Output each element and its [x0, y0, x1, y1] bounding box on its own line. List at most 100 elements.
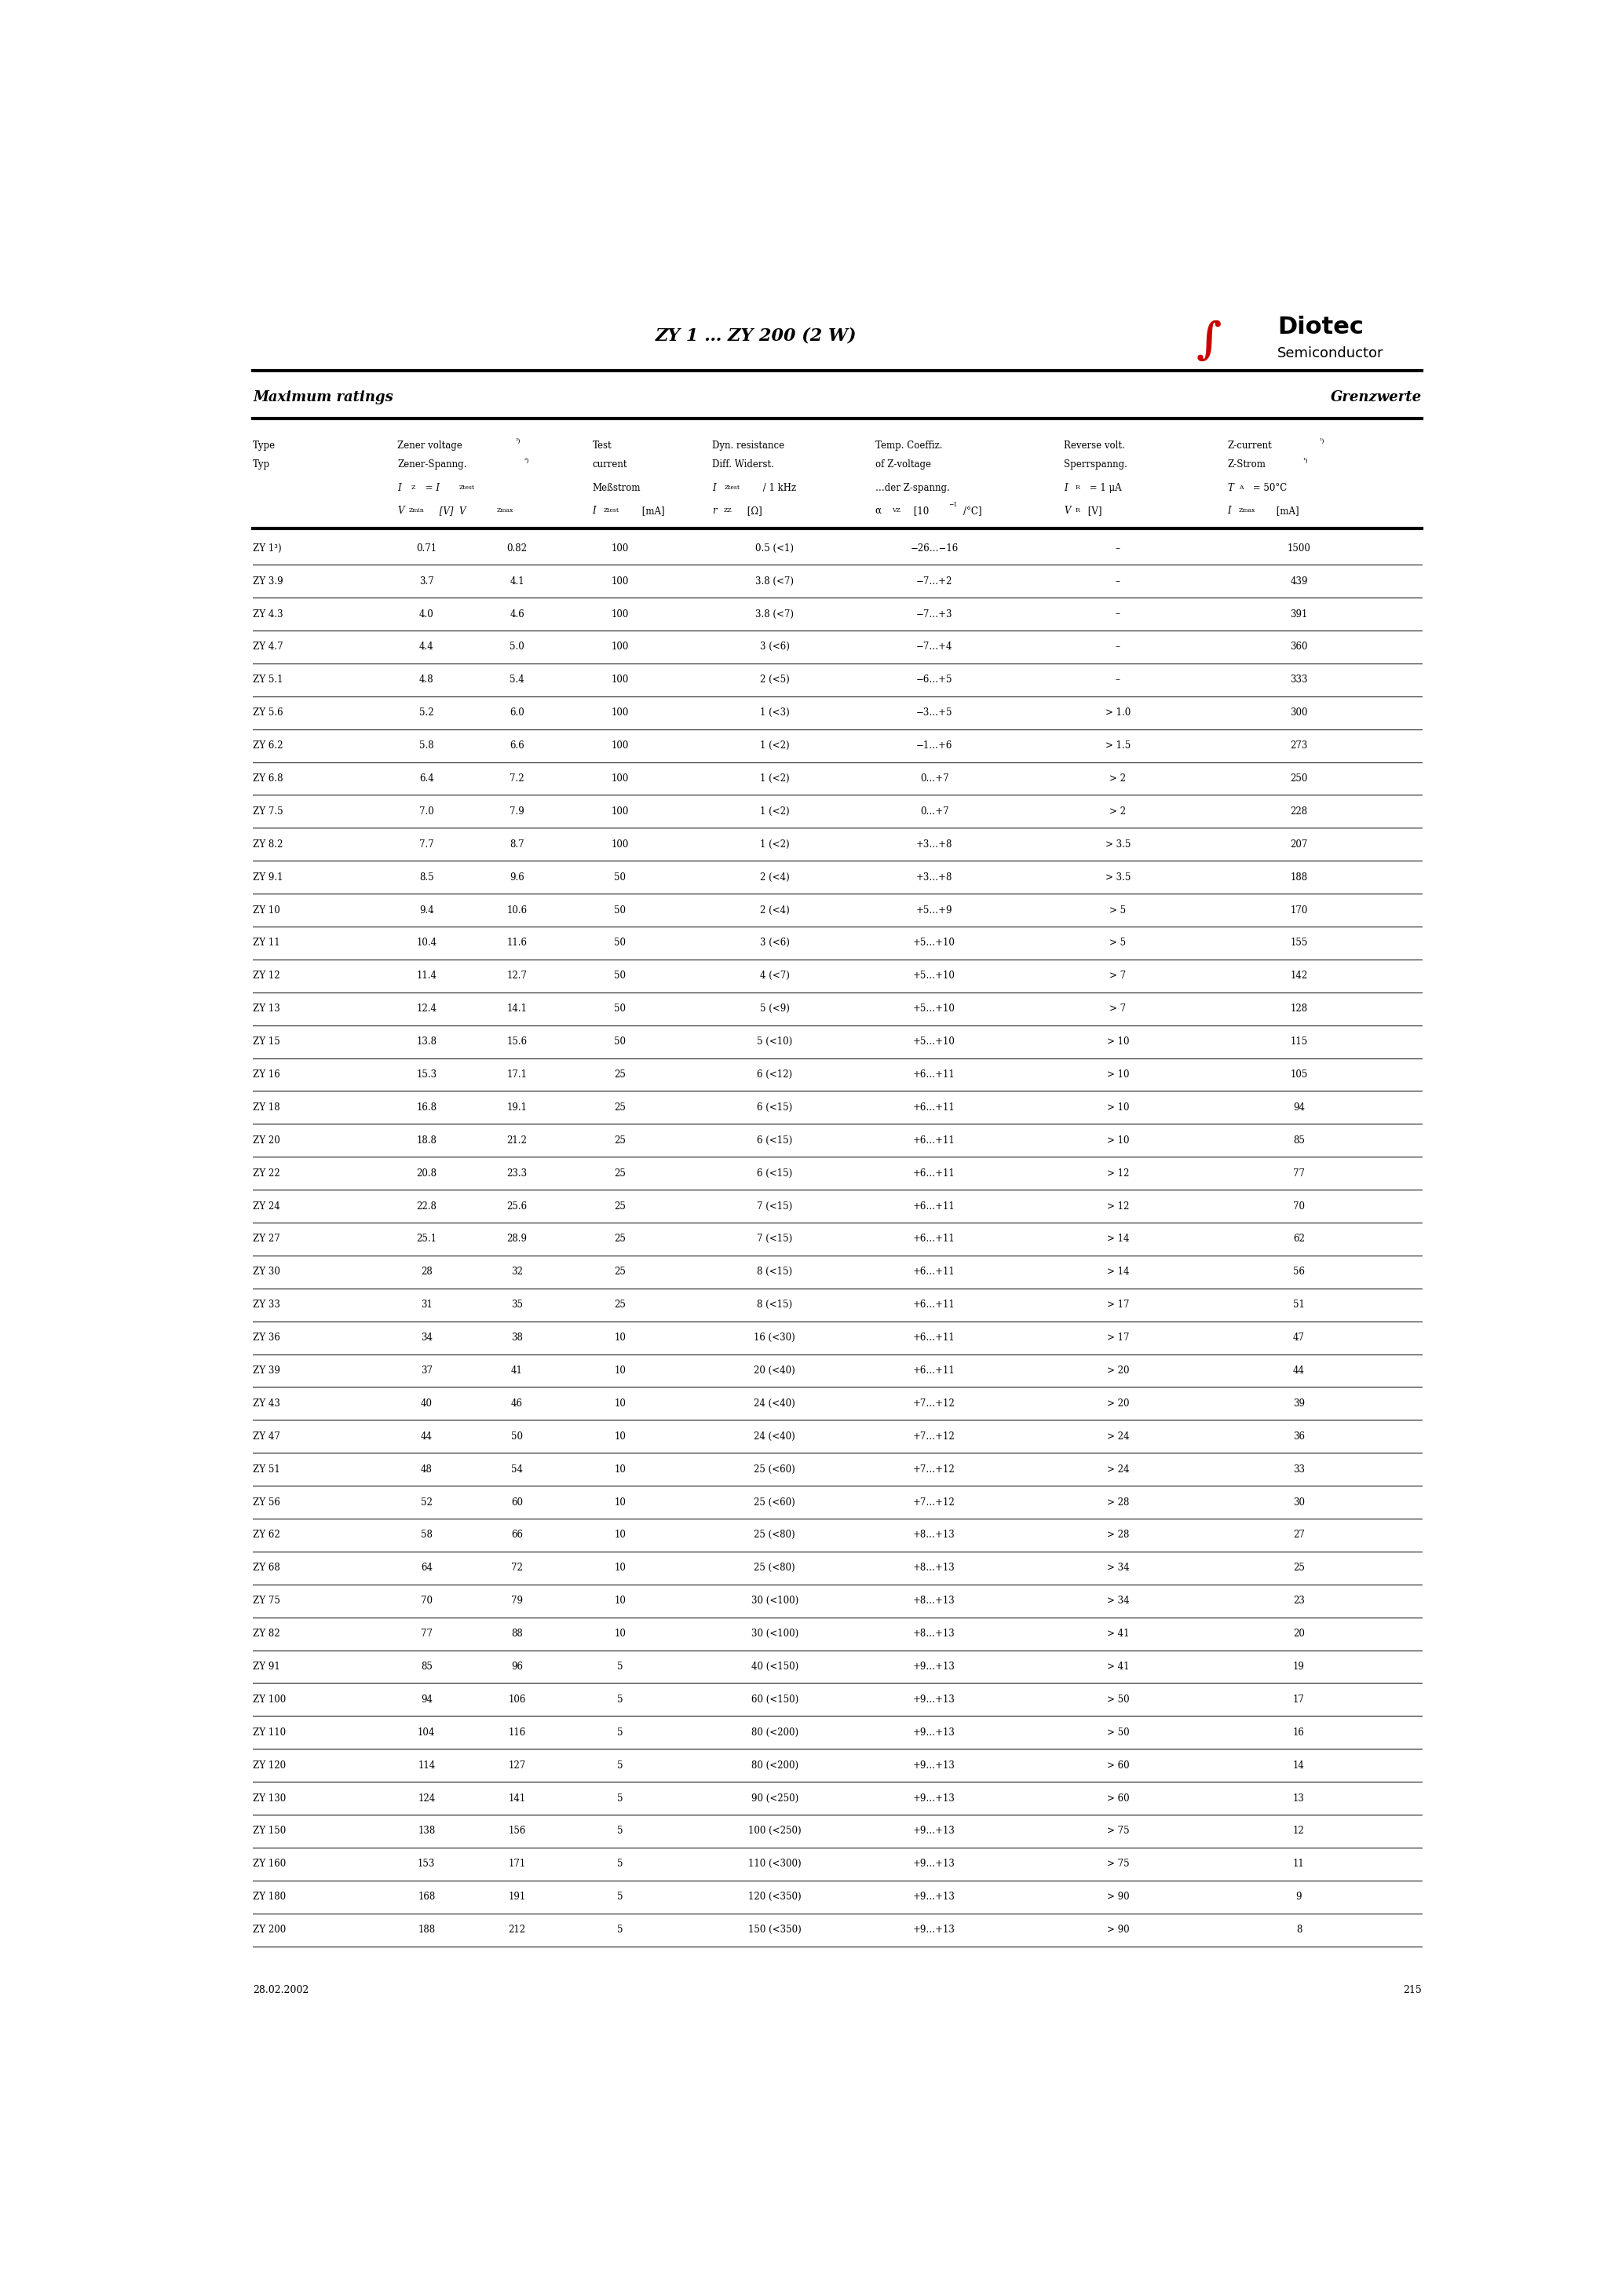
Text: 50: 50 [615, 937, 626, 948]
Text: 0…+7: 0…+7 [920, 806, 949, 817]
Text: > 20: > 20 [1106, 1366, 1129, 1375]
Text: > 90: > 90 [1106, 1892, 1129, 1901]
Text: ZY 15: ZY 15 [253, 1035, 281, 1047]
Text: R: R [1075, 507, 1080, 514]
Text: 7.0: 7.0 [418, 806, 433, 817]
Text: ZY 91: ZY 91 [253, 1662, 281, 1671]
Text: 114: 114 [418, 1761, 435, 1770]
Text: current: current [592, 459, 628, 471]
Text: = 1 μA: = 1 μA [1087, 482, 1121, 494]
Text: 19: 19 [1293, 1662, 1304, 1671]
Text: > 10: > 10 [1106, 1134, 1129, 1146]
Text: 77: 77 [420, 1628, 433, 1639]
Text: 100: 100 [611, 675, 629, 684]
Text: 12.4: 12.4 [417, 1003, 436, 1015]
Text: 51: 51 [1293, 1300, 1304, 1311]
Text: 14.1: 14.1 [506, 1003, 527, 1015]
Text: 6 (<15): 6 (<15) [757, 1102, 793, 1114]
Text: +5…+9: +5…+9 [916, 905, 952, 916]
Text: +5…+10: +5…+10 [913, 1003, 955, 1015]
Text: 34: 34 [420, 1332, 433, 1343]
Text: 25.1: 25.1 [417, 1233, 436, 1244]
Text: > 90: > 90 [1106, 1924, 1129, 1936]
Text: 7.9: 7.9 [509, 806, 524, 817]
Text: 10: 10 [615, 1628, 626, 1639]
Text: 4.4: 4.4 [418, 643, 433, 652]
Text: 32: 32 [511, 1267, 522, 1277]
Text: 228: 228 [1289, 806, 1307, 817]
Text: Test: Test [592, 441, 611, 450]
Text: 100 (<250): 100 (<250) [748, 1825, 801, 1837]
Text: 10: 10 [615, 1497, 626, 1506]
Text: 94: 94 [420, 1694, 433, 1704]
Text: 100: 100 [611, 643, 629, 652]
Text: ZY 9.1: ZY 9.1 [253, 872, 284, 882]
Text: ZY 11: ZY 11 [253, 937, 281, 948]
Text: VZ: VZ [892, 507, 900, 514]
Text: 1 (<2): 1 (<2) [761, 840, 790, 850]
Text: > 41: > 41 [1106, 1662, 1129, 1671]
Text: I: I [592, 505, 595, 517]
Text: 207: 207 [1289, 840, 1307, 850]
Text: 30 (<100): 30 (<100) [751, 1596, 798, 1605]
Text: 40 (<150): 40 (<150) [751, 1662, 798, 1671]
Text: 17.1: 17.1 [506, 1070, 527, 1079]
Text: 4 (<7): 4 (<7) [759, 971, 790, 980]
Text: ZY 5.1: ZY 5.1 [253, 675, 284, 684]
Text: 3.8 (<7): 3.8 (<7) [756, 608, 793, 620]
Text: > 20: > 20 [1106, 1398, 1129, 1410]
Text: 41: 41 [511, 1366, 522, 1375]
Text: 33: 33 [1293, 1465, 1304, 1474]
Text: 50: 50 [615, 905, 626, 916]
Text: 5: 5 [616, 1860, 623, 1869]
Text: 171: 171 [508, 1860, 526, 1869]
Text: 127: 127 [508, 1761, 526, 1770]
Text: 18.8: 18.8 [417, 1134, 436, 1146]
Text: Dyn. resistance: Dyn. resistance [712, 441, 783, 450]
Text: 7 (<15): 7 (<15) [757, 1201, 793, 1212]
Text: ¹): ¹) [1319, 439, 1324, 445]
Text: > 1.0: > 1.0 [1105, 707, 1131, 719]
Text: > 24: > 24 [1106, 1465, 1129, 1474]
Text: ZY 13: ZY 13 [253, 1003, 281, 1015]
Text: 1500: 1500 [1288, 544, 1311, 553]
Text: ZZ: ZZ [723, 507, 732, 514]
Text: 25: 25 [615, 1134, 626, 1146]
Text: Sperrspanng.: Sperrspanng. [1064, 459, 1127, 471]
Text: R: R [1075, 484, 1080, 491]
Text: 2 (<5): 2 (<5) [759, 675, 790, 684]
Text: 128: 128 [1289, 1003, 1307, 1015]
Text: 110 (<300): 110 (<300) [748, 1860, 801, 1869]
Text: 5.0: 5.0 [509, 643, 524, 652]
Text: > 10: > 10 [1106, 1102, 1129, 1114]
Text: [mA]: [mA] [1273, 505, 1299, 517]
Text: 150 (<350): 150 (<350) [748, 1924, 801, 1936]
Text: > 28: > 28 [1106, 1497, 1129, 1506]
Text: 9.6: 9.6 [509, 872, 524, 882]
Text: 105: 105 [1289, 1070, 1307, 1079]
Text: 12.7: 12.7 [506, 971, 527, 980]
Text: 64: 64 [420, 1564, 433, 1573]
Text: 66: 66 [511, 1529, 522, 1541]
Text: of Z-voltage: of Z-voltage [876, 459, 931, 471]
Text: –: – [1116, 608, 1121, 620]
Text: 439: 439 [1289, 576, 1307, 585]
Text: 19.1: 19.1 [506, 1102, 527, 1114]
Text: [Ω]: [Ω] [744, 505, 762, 517]
Text: 3 (<6): 3 (<6) [759, 643, 790, 652]
Text: [10: [10 [910, 505, 929, 517]
Text: 2 (<4): 2 (<4) [759, 905, 790, 916]
Text: 300: 300 [1289, 707, 1307, 719]
Text: 273: 273 [1289, 742, 1307, 751]
Text: −7…+2: −7…+2 [916, 576, 952, 585]
Text: > 2: > 2 [1109, 774, 1126, 783]
Text: > 17: > 17 [1106, 1332, 1129, 1343]
Text: 8: 8 [1296, 1924, 1302, 1936]
Text: > 12: > 12 [1106, 1201, 1129, 1212]
Text: > 17: > 17 [1106, 1300, 1129, 1311]
Text: [V]  V: [V] V [436, 505, 466, 517]
Text: 360: 360 [1289, 643, 1307, 652]
Text: +6…+11: +6…+11 [913, 1366, 955, 1375]
Text: 94: 94 [1293, 1102, 1304, 1114]
Text: 10: 10 [615, 1430, 626, 1442]
